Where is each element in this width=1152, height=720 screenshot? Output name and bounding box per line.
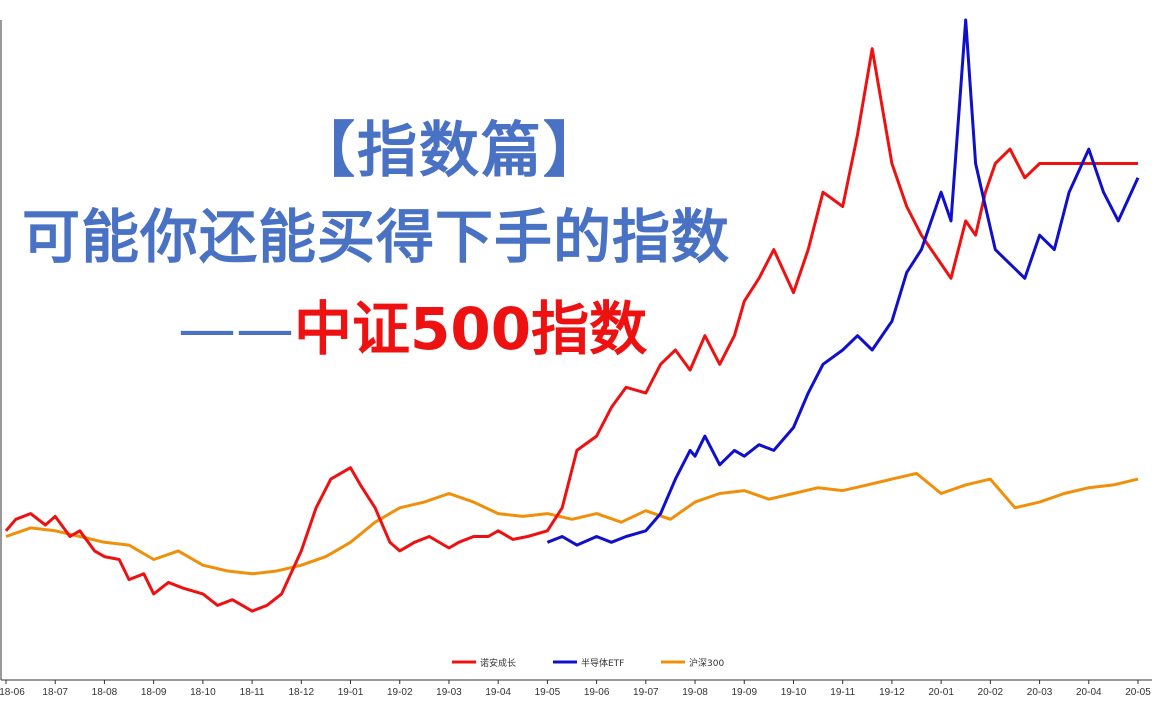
x-tick-label: 19-12 <box>879 687 905 698</box>
x-tick-label: 20-05 <box>1125 687 1151 698</box>
legend-label-nuoan: 诺安成长 <box>480 657 516 669</box>
x-tick-layer: 18-06 18-07 18-08 18-09 18-10 18-11 18-12 19-01… <box>0 680 1151 698</box>
series-line-1 <box>546 18 1140 547</box>
x-tick-label: 19-09 <box>731 687 757 698</box>
x-tick-label: 18-10 <box>190 687 216 698</box>
legend: 诺安成长 半导体ETF 沪深300 <box>452 657 724 669</box>
title-highlight: 中证500指数 <box>294 295 648 363</box>
x-tick-label: 19-07 <box>633 687 659 698</box>
x-tick-label: 19-11 <box>830 687 855 698</box>
x-tick-label: 18-08 <box>92 687 118 698</box>
x-tick-label: 19-05 <box>535 687 561 698</box>
x-tick-label: 18-07 <box>42 687 68 698</box>
title-dash: —— <box>178 295 294 363</box>
x-tick-label: 19-04 <box>485 687 511 698</box>
series-line-2 <box>5 471 1139 576</box>
title-line-3: ——中证500指数 <box>178 282 878 366</box>
x-tick-label: 18-09 <box>141 687 167 698</box>
x-tick-label: 18-12 <box>289 687 315 698</box>
title-line-1: 【指数篇】 <box>295 116 605 186</box>
x-tick-label: 18-06 <box>0 687 25 698</box>
x-tick-label: 19-01 <box>338 687 364 698</box>
x-tick-label: 19-03 <box>436 687 462 698</box>
x-tick-label: 18-11 <box>240 687 265 698</box>
series-layer <box>4 18 1140 613</box>
legend-label-hs300: 沪深300 <box>689 657 724 669</box>
x-tick-label: 19-06 <box>584 687 610 698</box>
title-line-2: 可能你还能买得下手的指数 <box>22 203 731 271</box>
x-tick-label: 19-10 <box>781 687 807 698</box>
series-line-0 <box>4 47 1138 613</box>
x-tick-label: 20-02 <box>978 687 1004 698</box>
x-tick-label: 19-08 <box>682 687 708 698</box>
legend-label-semi: 半导体ETF <box>581 657 624 669</box>
x-tick-label: 20-03 <box>1027 687 1053 698</box>
x-tick-label: 20-04 <box>1076 687 1102 698</box>
x-tick-label: 20-01 <box>928 687 954 698</box>
x-tick-label: 19-02 <box>387 687 413 698</box>
